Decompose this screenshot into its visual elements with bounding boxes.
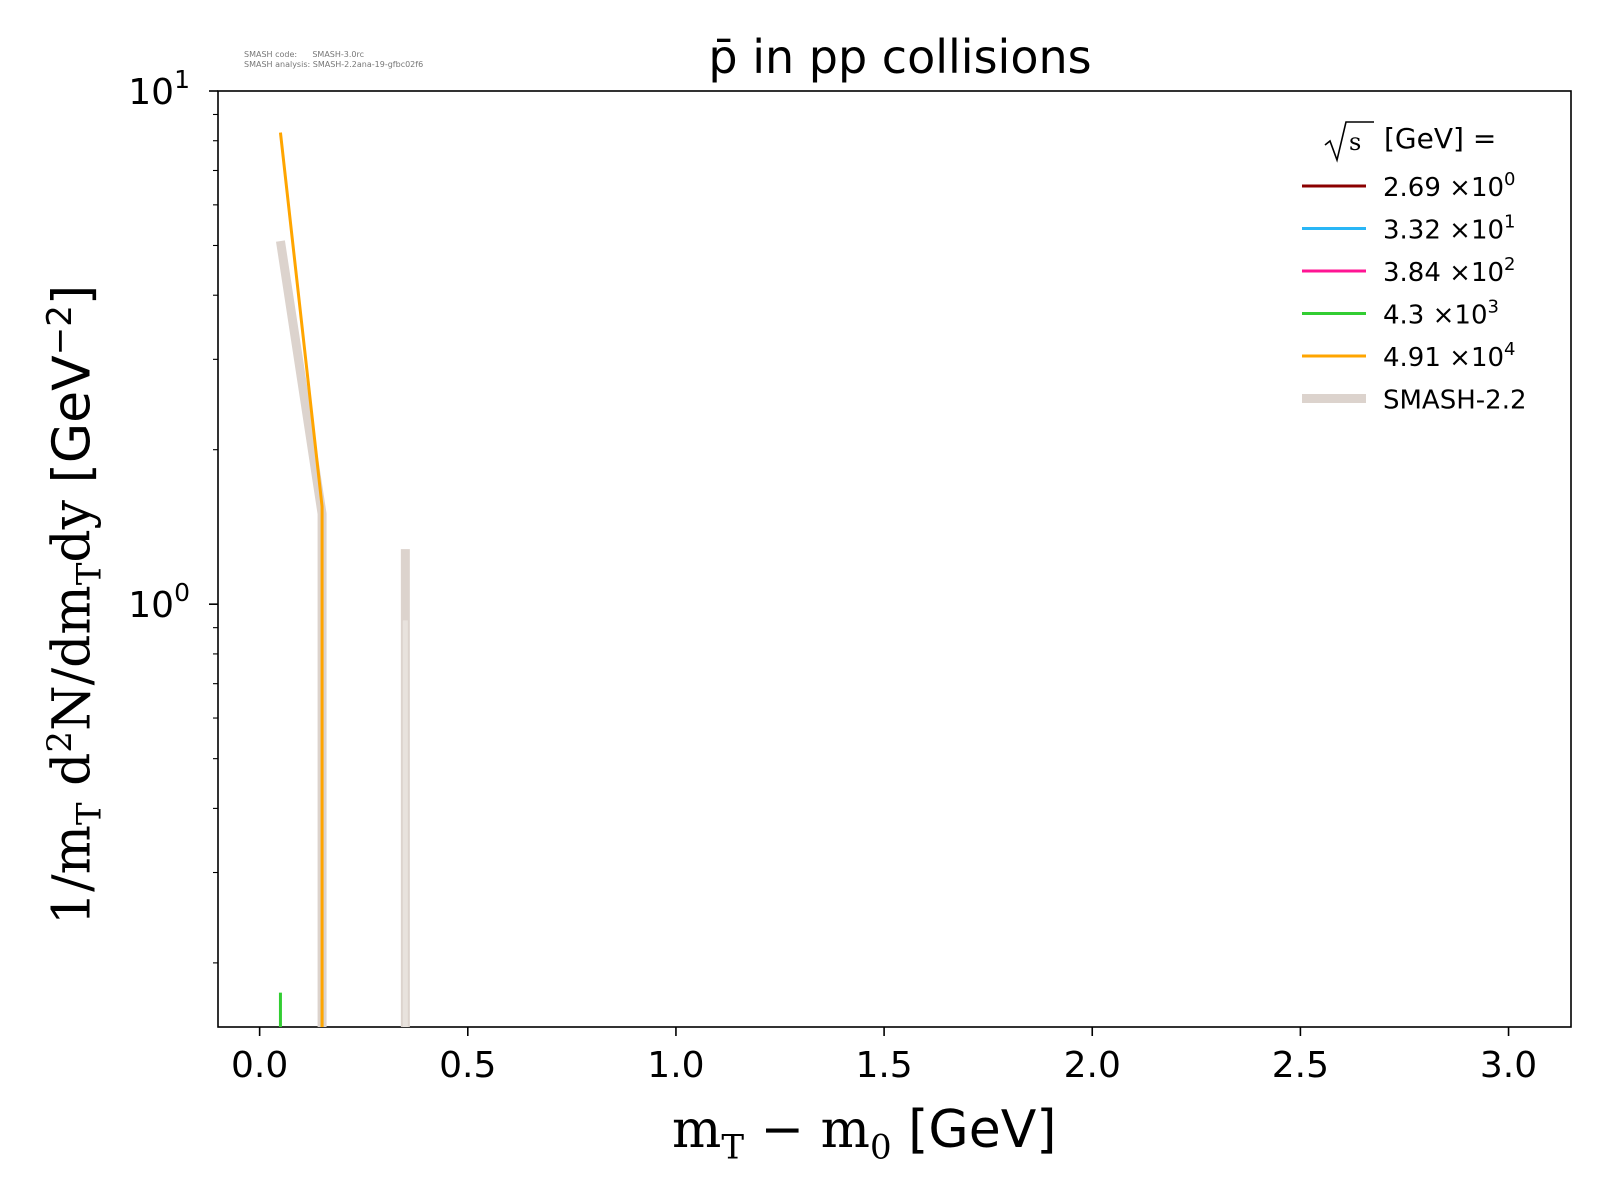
smash-version-info: SMASH code: SMASH-3.0rc SMASH analysis: …	[244, 50, 423, 70]
meta-analysis-value: SMASH-2.2ana-19-gfbc02f6	[312, 60, 424, 69]
x-label-m2: m	[820, 1100, 870, 1160]
meta-analysis-label: SMASH analysis:	[244, 60, 311, 69]
x-tick-label: 2.5	[1272, 1045, 1329, 1086]
y-label-sub2: T	[69, 562, 110, 586]
x-label-unit: [GeV]	[891, 1100, 1057, 1160]
x-tick-label: 0.0	[231, 1045, 288, 1086]
legend-entry-label: 4.91 ×104	[1383, 339, 1515, 373]
meta-code-label: SMASH code:	[244, 50, 298, 59]
x-axis-label: mT − m0 [GeV]	[672, 1100, 1057, 1167]
legend-entry-label: 2.69 ×100	[1383, 169, 1515, 203]
plot-area	[217, 90, 1572, 1028]
y-label-unit-sup: −2	[40, 305, 80, 356]
x-label-sub1: T	[721, 1127, 744, 1168]
x-tick-label: 3.0	[1480, 1045, 1537, 1086]
y-tick-label: 101	[128, 65, 190, 113]
y-label-unit: [GeV	[42, 355, 103, 500]
series-line-5	[278, 132, 324, 1027]
y-label-sub1: T	[69, 802, 110, 826]
legend-title: [GeV] =	[1384, 122, 1496, 155]
x-tick-label: 0.5	[439, 1045, 496, 1086]
x-label-sub2: 0	[869, 1127, 892, 1168]
y-label-prefix: 1/m	[42, 825, 103, 925]
chart-title: p̄ in pp collisions	[708, 30, 1092, 84]
x-label-m1: m	[672, 1100, 722, 1160]
x-label-minus: −	[744, 1100, 821, 1160]
legend-entry-label: 4.3 ×103	[1383, 297, 1499, 331]
axis-layer: 0.0 0.5 1.0 1.5 2.0 2.5 3.0 100 101	[128, 65, 1537, 1086]
meta-code-value: SMASH-3.0rc	[312, 50, 365, 59]
legend-entry-label: SMASH-2.2	[1383, 386, 1527, 416]
legend: [GeV] = s 2.69 ×100 3.32 ×101 3.84 ×102 4.3 ×…	[1302, 121, 1527, 416]
y-axis-label: 1/mT d2N/dmTdy [GeV−2]	[40, 285, 110, 925]
legend-entry-label: 3.32 ×101	[1383, 212, 1515, 246]
sqrt-icon	[1324, 121, 1374, 163]
y-label-end: dy	[42, 499, 103, 563]
y-label-unit-end: ]	[42, 284, 103, 306]
x-tick-label: 1.5	[855, 1045, 912, 1086]
legend-title-sqrt-arg: s	[1349, 128, 1361, 156]
x-tick-label: 2.0	[1064, 1045, 1121, 1086]
x-tick-label: 1.0	[647, 1045, 704, 1086]
y-label-sup: 2	[40, 730, 80, 753]
y-tick-label: 100	[128, 578, 190, 626]
y-label-mid: d	[42, 752, 103, 803]
series-line-0	[275, 240, 327, 1027]
plot-frame	[217, 90, 1572, 1028]
y-label-mid2: N/dm	[42, 585, 103, 731]
series-layer	[275, 132, 410, 1027]
legend-entry-label: 3.84 ×102	[1383, 254, 1515, 288]
